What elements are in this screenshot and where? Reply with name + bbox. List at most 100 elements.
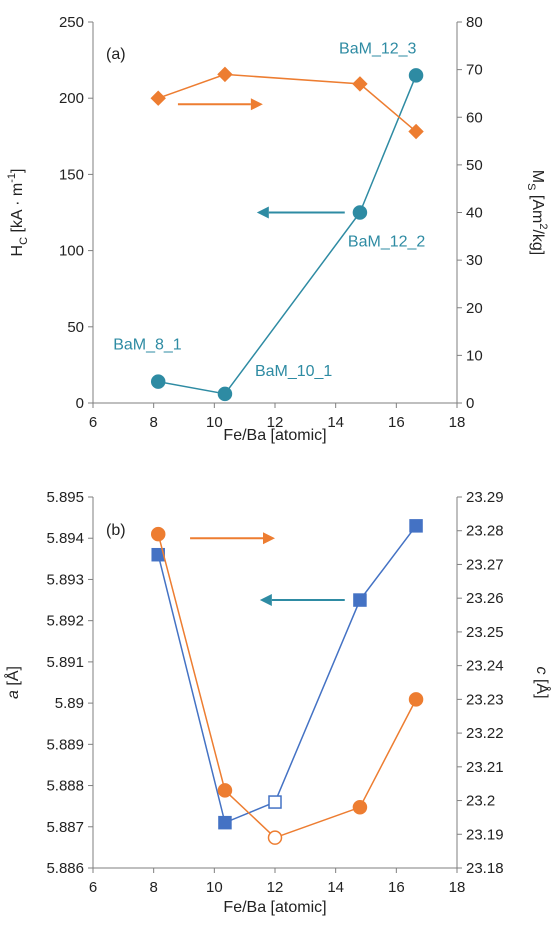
- x-tick-label: 16: [388, 414, 405, 431]
- left-tick-label: 5.891: [46, 654, 84, 671]
- x-tick-label: 8: [149, 879, 157, 896]
- circle-marker: [217, 386, 233, 402]
- x-tick-label: 12: [267, 414, 284, 431]
- circle-marker: [267, 830, 283, 845]
- circle-marker: [352, 205, 368, 220]
- right-tick-label: 50: [466, 157, 483, 174]
- left-arrow-icon: [259, 594, 272, 607]
- axis-symbol: M: [529, 170, 546, 183]
- left-tick-label: 100: [59, 243, 84, 260]
- x-tick-label: 12: [267, 879, 284, 896]
- right-arrow-icon: [250, 98, 263, 111]
- right-axis-title: MS [Am2/kg]: [525, 170, 549, 255]
- x-tick-label: 16: [388, 879, 405, 896]
- left-tick-label: 50: [67, 319, 84, 336]
- left-tick-label: 5.894: [46, 530, 84, 547]
- right-tick-label: 23.22: [466, 725, 504, 742]
- x-tick-label: 14: [327, 414, 344, 431]
- axis-unit-end: /kg]: [529, 229, 546, 255]
- right-tick-label: 10: [466, 347, 483, 364]
- left-tick-label: 5.886: [46, 860, 84, 877]
- axis-unit: [Å]: [533, 674, 552, 698]
- right-arrow-icon: [263, 532, 275, 545]
- x-axis-title: Fe/Ba [atomic]: [223, 899, 326, 916]
- right-tick-label: 23.28: [466, 523, 504, 540]
- axis-unit-end: ]: [9, 169, 26, 173]
- x-tick-label: 6: [89, 414, 97, 431]
- left-tick-label: 5.887: [46, 819, 84, 836]
- series-line: [157, 73, 417, 133]
- chart-panel-b: 6 8 10 12 14 16 18 5.886 5.887 5.888 5.889 5.89 5.89…: [3, 489, 552, 916]
- square-marker: [409, 519, 423, 533]
- axis-subscript: S: [525, 183, 537, 190]
- x-tick-label: 6: [89, 879, 97, 896]
- left-tick-label: 5.895: [46, 489, 84, 506]
- point-annotation: BaM_10_1: [255, 363, 332, 380]
- right-tick-label: 23.2: [466, 793, 495, 810]
- right-axis-title: c [Å]: [533, 666, 552, 698]
- left-axis-title: a [Å]: [3, 666, 22, 699]
- square-marker: [218, 815, 232, 830]
- panel-label: (a): [106, 46, 126, 63]
- diamond-marker: [352, 76, 368, 92]
- right-tick-label: 23.24: [466, 658, 504, 675]
- x-tick-label: 10: [206, 414, 223, 431]
- right-tick-label: 30: [466, 252, 483, 269]
- series-line: [157, 533, 417, 839]
- diamond-marker: [150, 90, 166, 106]
- series-line: [158, 75, 417, 395]
- axis-unit: [kA · m: [9, 183, 26, 237]
- left-tick-label: 0: [76, 395, 84, 412]
- left-tick-label: 5.89: [55, 695, 84, 712]
- left-tick-label: 5.892: [46, 613, 84, 630]
- axis-symbol: c: [533, 666, 550, 674]
- left-tick-label: 150: [59, 166, 84, 183]
- circle-marker: [150, 526, 166, 542]
- point-annotation: BaM_8_1: [113, 337, 182, 354]
- right-tick-label: 70: [466, 62, 483, 79]
- left-arrow-icon: [256, 206, 269, 219]
- circle-marker: [408, 68, 424, 83]
- left-tick-label: 5.893: [46, 571, 84, 588]
- axis-symbol: H: [9, 245, 26, 257]
- axis-superscript: -1: [6, 173, 18, 183]
- series-line: [157, 525, 417, 824]
- left-tick-label: 250: [59, 14, 84, 31]
- point-annotation: BaM_12_3: [339, 40, 416, 57]
- axis-superscript: 2: [537, 223, 549, 229]
- axis-subscript: C: [18, 237, 30, 245]
- circle-marker: [352, 800, 368, 815]
- diamond-marker: [408, 123, 424, 140]
- left-tick-label: 5.888: [46, 778, 84, 795]
- right-tick-label: 0: [466, 395, 474, 412]
- right-tick-label: 23.26: [466, 590, 504, 607]
- circle-marker: [150, 374, 166, 389]
- right-tick-label: 23.21: [466, 759, 504, 776]
- x-tick-label: 14: [327, 879, 344, 896]
- right-tick-label: 40: [466, 205, 483, 222]
- x-axis-title: Fe/Ba [atomic]: [223, 427, 326, 444]
- square-marker: [268, 795, 282, 809]
- right-tick-label: 23.25: [466, 624, 504, 641]
- x-tick-label: 18: [449, 879, 466, 896]
- right-tick-label: 20: [466, 300, 483, 317]
- right-tick-label: 23.27: [466, 556, 504, 573]
- left-tick-label: 5.889: [46, 736, 84, 753]
- x-tick-label: 10: [206, 879, 223, 896]
- left-tick-label: 200: [59, 90, 84, 107]
- right-tick-label: 23.18: [466, 860, 504, 877]
- panel-label: (b): [106, 522, 126, 539]
- right-tick-label: 23.23: [466, 691, 504, 708]
- right-tick-label: 23.19: [466, 826, 504, 843]
- x-tick-label: 18: [449, 414, 466, 431]
- right-tick-label: 60: [466, 109, 483, 126]
- axis-unit: [Am: [529, 190, 546, 223]
- axis-unit: [Å]: [3, 666, 22, 690]
- right-tick-label: 80: [466, 14, 483, 31]
- point-annotation: BaM_12_2: [348, 234, 425, 251]
- circle-marker: [408, 692, 424, 707]
- diamond-marker: [217, 66, 233, 83]
- right-tick-label: 23.29: [466, 489, 504, 506]
- square-marker: [353, 593, 367, 607]
